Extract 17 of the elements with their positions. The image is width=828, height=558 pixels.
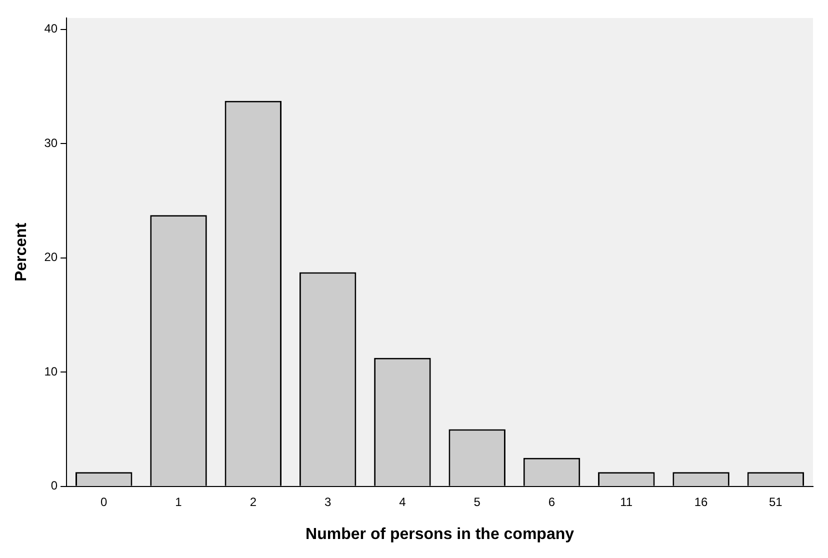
x-tick-label: 0	[100, 494, 108, 509]
x-axis-title: Number of persons in the company	[306, 526, 574, 543]
x-tick-label: 4	[399, 494, 406, 509]
y-tick-label: 30	[44, 136, 58, 150]
y-tick-label: 0	[50, 478, 58, 493]
x-tick-label: 1	[175, 494, 182, 509]
x-tick-label: 6	[548, 494, 556, 509]
y-tick-label: 20	[44, 250, 58, 264]
x-tick-label: 16	[694, 494, 708, 509]
y-axis-title: Percent	[13, 222, 30, 282]
x-tick-label: 2	[250, 494, 257, 509]
x-tick-label: 51	[769, 494, 783, 509]
x-tick-label: 5	[474, 494, 481, 509]
y-tick-label: 10	[44, 364, 58, 378]
x-tick-label: 11	[620, 494, 633, 509]
x-tick-label: 3	[324, 494, 332, 509]
y-tick-label: 40	[44, 22, 58, 36]
